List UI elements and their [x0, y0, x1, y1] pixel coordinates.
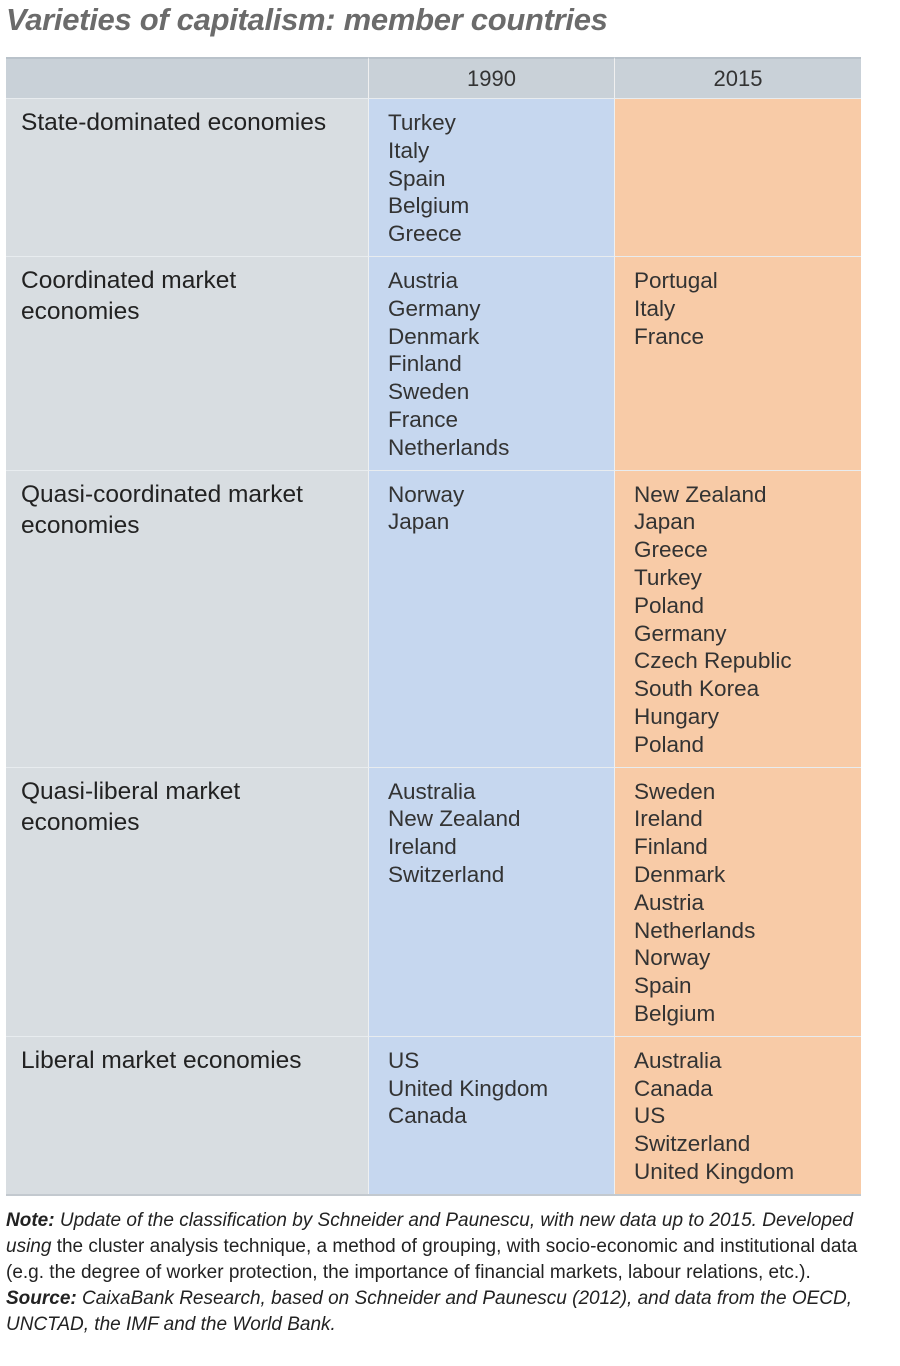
country-cell: Turkey Italy Spain Belgium Greece [368, 98, 614, 256]
country: Turkey [388, 110, 456, 135]
country: Turkey [634, 564, 702, 590]
country-cell: Sweden Ireland Finland Denmark Austria Nether… [614, 766, 861, 1036]
row-label-cell: Coordinated market economies [6, 255, 368, 470]
country: US [634, 1103, 666, 1129]
country-cell: Austria Germany Denmark Finland Sweden France… [368, 255, 614, 470]
country: Netherlands [634, 917, 756, 943]
country: Belgium [634, 1000, 716, 1026]
row-label: Quasi-coordinated market economies [21, 480, 303, 539]
country: Switzerland [634, 1131, 751, 1157]
country: Spain [634, 973, 692, 999]
country: New Zealand [388, 806, 521, 832]
country: Ireland [388, 834, 457, 860]
country: Sweden [388, 379, 470, 405]
country: Denmark [634, 861, 726, 887]
country: Norway [388, 481, 465, 507]
country: New Zealand [634, 481, 767, 507]
row-label-cell: Quasi-coordinated market economies [6, 469, 368, 767]
country: Poland [634, 731, 705, 757]
country: Greece [634, 537, 708, 563]
country: Netherlands [388, 434, 510, 460]
note-label: Note: [6, 1210, 55, 1231]
country: Switzerland [388, 861, 505, 887]
country: Italy [388, 137, 430, 163]
country-cell: Norway Japan [368, 469, 614, 767]
country: Japan [388, 509, 450, 535]
country: Australia [388, 778, 476, 804]
title: Varieties of capitalism: member countrie… [6, 2, 608, 37]
country: Hungary [634, 703, 720, 729]
row-label-cell: Liberal market economies [6, 1035, 368, 1194]
country: Italy [634, 295, 676, 321]
note: Note: Update of the classification by Sc… [6, 1208, 866, 1286]
header-cell: 1990 [368, 57, 614, 98]
note-italic-text: Update of the classification by Schneide… [6, 1210, 854, 1257]
country: Canada [388, 1103, 467, 1129]
country: Austria [388, 267, 459, 293]
note-text: the cluster analysis technique, a method… [6, 1236, 858, 1283]
country: France [634, 323, 705, 349]
country: South Korea [634, 676, 760, 702]
country: Ireland [634, 806, 703, 832]
header-cell: 2015 [614, 57, 861, 98]
country-cell: Portugal Italy France [614, 255, 861, 470]
country: Belgium [388, 193, 470, 219]
country: Japan [634, 509, 696, 535]
country: Germany [634, 620, 727, 646]
country: Finland [388, 351, 462, 377]
country-cell: Australia New Zealand Ireland Switzerland [368, 766, 614, 1036]
country: Portugal [634, 267, 718, 293]
country: Norway [634, 945, 711, 971]
source-text: CaixaBank Research, based on Schneider a… [6, 1288, 852, 1335]
country: United Kingdom [388, 1075, 549, 1101]
row-label: Coordinated market economies [21, 266, 237, 325]
notes: Note: Update of the classification by Sc… [6, 1208, 866, 1338]
country: Greece [388, 221, 462, 247]
table: 1990 2015 State-dominated economies Turke… [6, 57, 861, 1196]
row-label-cell: State-dominated economies [6, 98, 368, 256]
country: US [388, 1047, 420, 1073]
country: Canada [634, 1075, 713, 1101]
source: Source: CaixaBank Research, based on Sch… [6, 1286, 866, 1338]
source-label: Source: [6, 1288, 77, 1309]
row-label: Liberal market economies [21, 1046, 302, 1074]
country: Czech Republic [634, 648, 792, 674]
country: Austria [634, 889, 705, 915]
country-cell: US United Kingdom Canada [368, 1035, 614, 1194]
country: France [388, 406, 459, 432]
row-label-cell: Quasi-liberal market economies [6, 766, 368, 1036]
row-label: Quasi-liberal market economies [21, 777, 241, 836]
country: Finland [634, 834, 708, 860]
country-cell: Australia Canada US Switzerland United Kingd… [614, 1035, 861, 1194]
country: Spain [388, 165, 446, 191]
country-cell: New Zealand Japan Greece Turkey Poland German… [614, 469, 861, 767]
country: United Kingdom [634, 1158, 795, 1184]
row-label: State-dominated economies [21, 109, 327, 136]
country: Sweden [634, 778, 716, 804]
country: Australia [634, 1047, 722, 1073]
country: Denmark [388, 323, 480, 349]
country: Poland [634, 592, 705, 618]
country: Germany [388, 295, 481, 321]
header-cell [6, 57, 368, 98]
table-bottom-rule [6, 1193, 861, 1196]
country-cell [614, 98, 861, 256]
